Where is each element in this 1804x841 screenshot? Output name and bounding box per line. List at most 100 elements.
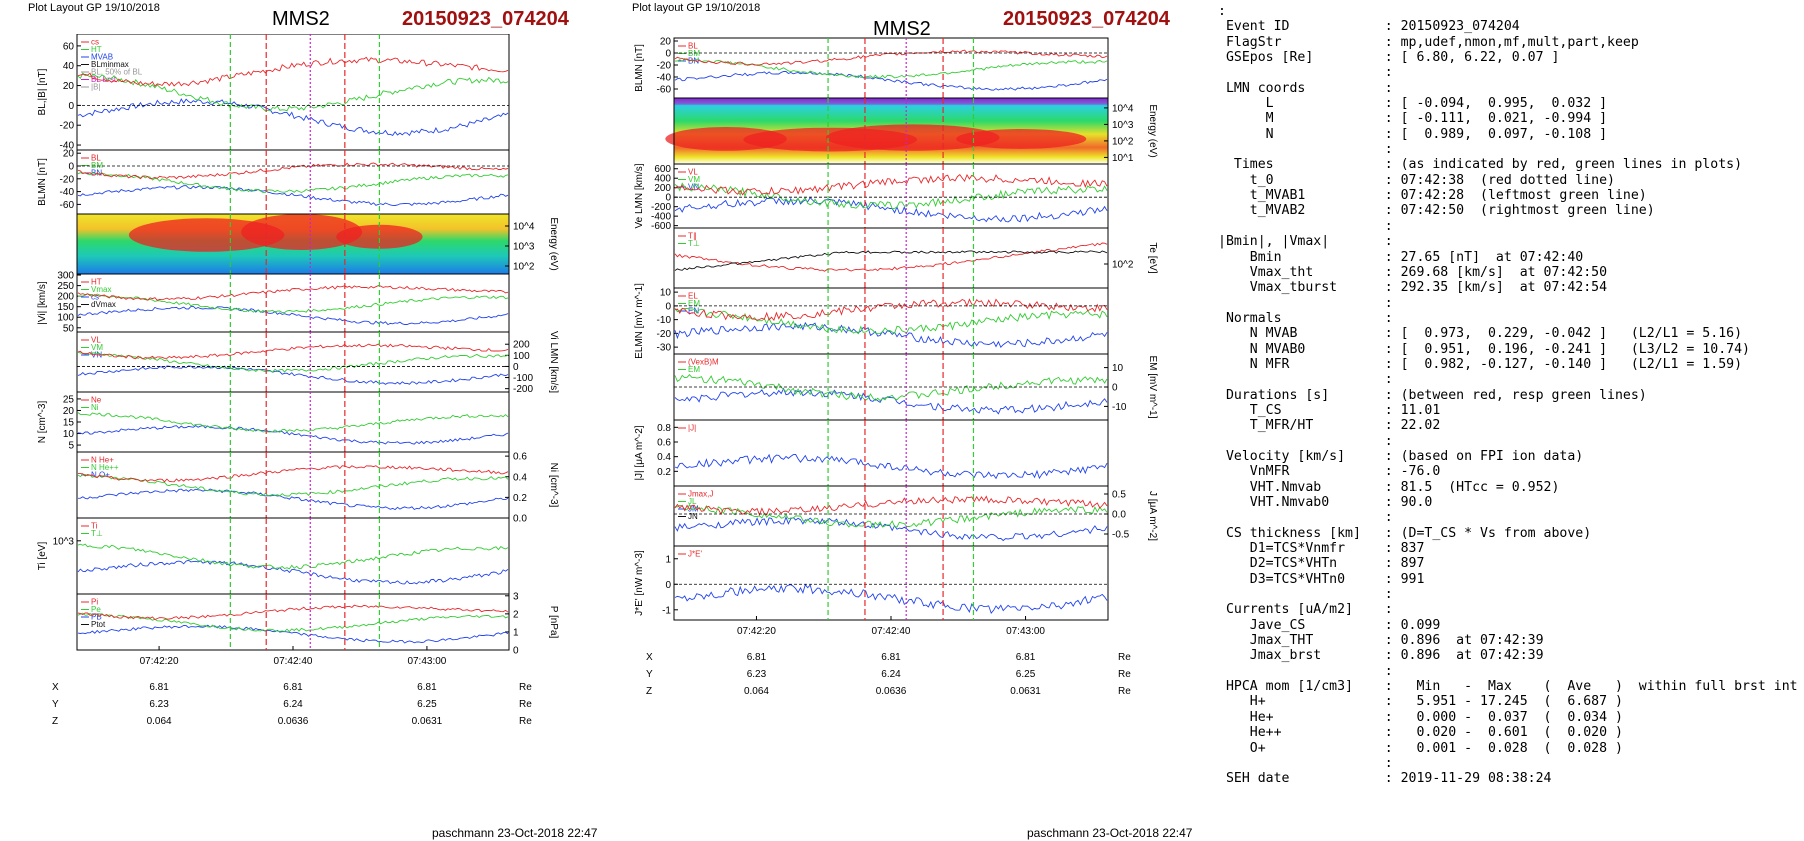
L-legend-0-0: cs: [91, 38, 99, 47]
L-legend-0-2: MVAB: [91, 53, 113, 62]
R-coord-value-0-0: 6.81: [747, 652, 767, 663]
R-ytick-8-1: 0: [665, 580, 671, 591]
R-coord-value-2-1: 0.0636: [876, 686, 907, 697]
L-trace-4-2: [77, 343, 509, 360]
L-coord-value-0-1: 6.81: [283, 682, 303, 693]
R-coord-value-1-1: 6.24: [881, 669, 901, 680]
L-legend-3-3: dVmax: [91, 300, 116, 309]
R-ylabel-1: Energy (eV): [1147, 104, 1158, 157]
R-legend-0-0: BL: [688, 42, 698, 51]
R-trace-3-0: [674, 242, 1108, 272]
R-trace-2-2: [674, 173, 1108, 196]
R-ytick-4-4: -30: [657, 343, 672, 354]
summary-line-23: N MFR : [ 0.982, -0.127, -0.140 ] (L2/L1…: [1218, 356, 1743, 372]
L-ytick-1-3: -40: [60, 187, 75, 198]
L-panel-frame-1: [76, 149, 510, 215]
L-trace-0-1: [77, 72, 509, 112]
summary-line-46: He+ : 0.000 - 0.037 ( 0.034 ): [1218, 709, 1623, 725]
L-panel-6: 0.6 0.4 0.2 0.0 Ni [cm^-3] N He+N He++N O+: [76, 451, 559, 525]
right-plot-footer: paschmann 23-Oct-2018 22:47: [1027, 826, 1193, 840]
L-trace-8-2: [77, 604, 509, 621]
L-ytickr-8-0: 3: [513, 591, 519, 602]
summary-line-14: :: [1218, 218, 1393, 234]
L-ytick-1-1: 0: [68, 162, 74, 173]
summary-line-6: L : [ -0.094, 0.995, 0.032 ]: [1218, 96, 1608, 112]
L-coord-unit-2: Re: [519, 716, 532, 727]
L-legend-8-3: Ptot: [91, 620, 106, 629]
L-ylabel-7: Ti [eV]: [37, 542, 48, 571]
R-ylabel-3: Te [eV]: [1147, 242, 1158, 273]
summary-line-7: M : [ -0.111, 0.021, -0.994 ]: [1218, 111, 1608, 127]
R-ytickr-5-1: 0: [1112, 383, 1118, 394]
R-ytick-2-4: -200: [651, 202, 671, 213]
R-ytick-8-0: 1: [665, 554, 671, 565]
left-plot-spacecraft: MMS2: [272, 8, 330, 30]
R-ytickr-7-1: 0.0: [1112, 510, 1126, 521]
summary-line-2: FlagStr : mp,udef,nmon,mf,mult,part,keep: [1218, 34, 1639, 50]
L-ytickr-2-1: 10^3: [513, 242, 535, 253]
L-coord-value-2-1: 0.0636: [278, 716, 309, 727]
R-panel-frame-0: [673, 37, 1109, 99]
left-plot-header: Plot Layout GP 19/10/2018: [28, 2, 160, 14]
L-ytickr-8-3: 0: [513, 646, 519, 657]
L-ytick-7-0: 10^3: [53, 536, 75, 547]
L-ytick-3-5: 50: [63, 323, 75, 334]
L-trace-1-0: [77, 185, 509, 206]
R-legend-2-0: VL: [688, 168, 698, 177]
L-ytick-3-0: 300: [57, 271, 74, 282]
R-legend-4-2: EN: [688, 307, 699, 316]
R-panel-8: 1 0 -1 J*E' [nW m^-3] J*E': [634, 545, 1109, 621]
L-coord-value-0-2: 6.81: [417, 682, 437, 693]
L-trace-3-0: [77, 305, 509, 326]
summary-line-3: GSEpos [Re] : [ 6.80, 6.22, 0.07 ]: [1218, 50, 1560, 66]
R-panel-frame-3: [673, 227, 1109, 289]
L-ylabel-1: BLMN [nT]: [37, 158, 48, 206]
L-panel-frame-3: [76, 273, 510, 333]
L-legend-0-1: HT: [91, 45, 102, 54]
R-ytick-2-5: -400: [651, 212, 671, 223]
L-ytick-5-3: 10: [63, 429, 75, 440]
summary-line-47: He++ : 0.020 - 0.601 ( 0.020 ): [1218, 725, 1623, 741]
R-ylabel-2: Ve LMN [km/s]: [634, 163, 645, 228]
L-legend-8-0: Pi: [91, 598, 98, 607]
L-ytickr-2-2: 10^2: [513, 262, 535, 273]
R-panel-3: 10^2 Te [eV] T∥T⊥: [673, 227, 1158, 289]
summary-line-15: |Bmin|, |Vmax| :: [1218, 234, 1393, 250]
L-coord-value-2-2: 0.0631: [412, 716, 443, 727]
L-trace-6-0: [77, 488, 509, 511]
L-ylabel-5: N [cm^-3]: [37, 401, 48, 444]
R-legend-7-3: JN: [688, 512, 698, 521]
left-plot-footer: paschmann 23-Oct-2018 22:47: [432, 826, 598, 840]
L-ytickr-4-1: 100: [513, 351, 530, 362]
R-legend-8-0: J*E': [688, 550, 702, 559]
L-legend-0-6: |B|: [91, 83, 101, 92]
R-trace-7-1: [674, 503, 1108, 529]
L-xtick-1: 07:42:40: [274, 656, 313, 667]
L-ytick-0-3: 0: [68, 101, 74, 112]
summary-line-22: N MVAB0 : [ 0.951, 0.196, -0.241 ] (L3/L…: [1218, 341, 1750, 357]
summary-line-35: D1=TCS*Vnmfr : 837: [1218, 541, 1425, 557]
L-coord-label-1: Y: [52, 699, 59, 710]
R-ylabel-4: ELMN [mV m^-1]: [634, 283, 645, 359]
L-trace-8-0: [77, 624, 509, 644]
L-ytick-5-4: 5: [68, 441, 74, 452]
L-legend-5-0: Ne: [91, 396, 102, 405]
R-trace-3-1: [674, 250, 1108, 271]
L-legend-4-0: VL: [91, 336, 101, 345]
summary-line-16: Bmin : 27.65 [nT] at 07:42:40: [1218, 249, 1584, 265]
R-trace-7-0: [674, 515, 1108, 542]
L-legend-8-2: PB: [91, 613, 102, 622]
L-ytickr-4-2: 0: [513, 362, 519, 373]
R-ytick-0-0: 20: [660, 37, 672, 48]
R-coord-value-1-0: 6.23: [747, 669, 767, 680]
L-legend-6-2: N O+: [91, 471, 110, 480]
L-legend-6-1: N He++: [91, 463, 119, 472]
R-spec-band-1: [674, 98, 1108, 105]
